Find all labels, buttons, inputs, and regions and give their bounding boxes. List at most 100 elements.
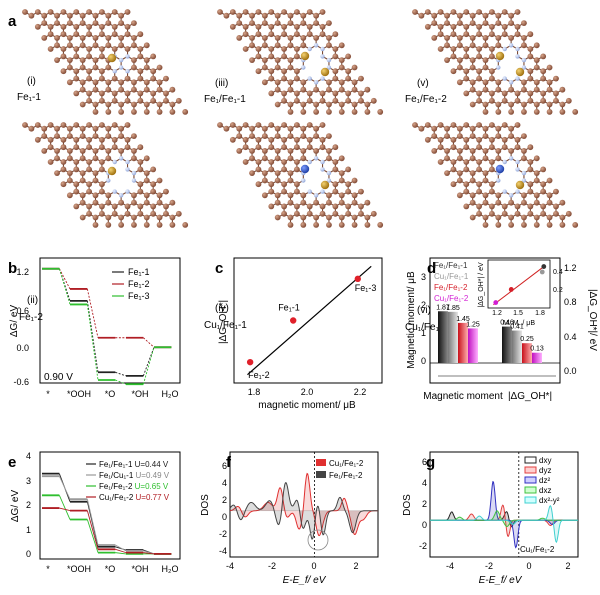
carbon-atom — [546, 109, 553, 115]
carbon-atom — [319, 9, 326, 15]
carbon-atom — [255, 122, 262, 128]
carbon-atom — [261, 12, 268, 19]
nitrogen-atom — [106, 178, 111, 183]
carbon-atom — [495, 222, 502, 228]
carbon-atom — [553, 90, 559, 97]
panel-b-xtick: *OOH — [67, 389, 91, 399]
carbon-atom — [105, 192, 112, 199]
carbon-atom — [482, 177, 489, 184]
carbon-atom — [73, 144, 80, 151]
carbon-atom — [249, 12, 255, 19]
carbon-atom — [111, 23, 118, 30]
iron-atom — [495, 51, 505, 61]
carbon-atom — [249, 35, 255, 41]
carbon-atom — [287, 192, 294, 199]
carbon-atom — [143, 57, 150, 63]
svg-text:Fe₁/Fe₁-2 U=0.65 V: Fe₁/Fe₁-2 U=0.65 V — [99, 482, 169, 491]
carbon-atom — [338, 214, 345, 221]
carbon-atom — [332, 188, 339, 195]
carbon-atom — [137, 181, 144, 188]
legend-u: U=0.44 V — [135, 460, 169, 469]
carbon-atom — [249, 57, 255, 63]
carbon-atom — [143, 86, 150, 93]
panel-b-chart: ΔG/ eV 1.2 0.6 0.0 -0.6 0.90 V Fe₁-1 Fe₁… — [9, 257, 181, 399]
carbon-atom — [66, 125, 73, 132]
carbon-atom — [294, 68, 300, 75]
carbon-atom — [527, 144, 534, 151]
carbon-atom — [54, 12, 60, 19]
nitrogen-atom — [313, 80, 319, 85]
carbon-atom — [223, 125, 230, 132]
nitrogen-atom — [118, 156, 124, 161]
panel-e-ylabel: ΔG/ eV — [10, 490, 21, 523]
carbon-atom — [163, 188, 169, 195]
carbon-atom — [540, 90, 547, 97]
carbon-atom — [79, 64, 86, 71]
nitrogen-atom — [508, 156, 514, 161]
energy-connector — [143, 337, 155, 348]
carbon-atom — [326, 101, 332, 108]
carbon-atom — [268, 203, 275, 210]
carbon-atom — [482, 57, 489, 63]
carbon-atom — [332, 159, 339, 165]
carbon-atom — [99, 23, 105, 30]
carbon-atom — [463, 68, 470, 75]
carbon-atom — [527, 159, 534, 165]
carbon-atom — [137, 188, 144, 195]
carbon-atom — [469, 148, 476, 154]
carbon-atom — [131, 20, 137, 26]
carbon-atom — [489, 46, 495, 52]
carbon-atom — [482, 199, 489, 206]
nitrogen-atom — [515, 189, 520, 194]
nitrogen-atom — [521, 178, 527, 183]
carbon-atom — [444, 42, 450, 49]
carbon-atom — [351, 109, 358, 115]
inset-ytick: 0.4 — [553, 269, 563, 276]
panel-f-ytick: 0 — [222, 512, 227, 522]
carbon-atom — [326, 199, 332, 206]
carbon-atom — [313, 125, 320, 132]
bar-label: 1.85 — [446, 305, 460, 312]
panel-e-xtick: *O — [105, 564, 116, 574]
iron-atom — [515, 67, 525, 77]
carbon-atom — [28, 125, 35, 132]
carbon-atom — [501, 210, 508, 217]
carbon-atom — [482, 101, 489, 108]
legend-entry: Fe₁/Fe₁-1 — [434, 261, 468, 270]
carbon-atom — [92, 20, 99, 26]
nitrogen-atom — [307, 46, 312, 52]
carbon-atom — [456, 133, 463, 140]
carbon-atom — [527, 210, 534, 217]
carbon-atom — [242, 144, 249, 151]
carbon-atom — [66, 35, 73, 41]
carbon-atom — [489, 68, 495, 75]
panel-b-ytick: 0.0 — [16, 343, 29, 353]
nitrogen-atom — [131, 170, 137, 176]
carbon-atom — [489, 122, 495, 128]
panel-e-legend: Fe₁/Fe₁-1 U=0.44 V Fe₁/Cu₁-1 U=0.49 V Fe… — [86, 460, 170, 502]
carbon-atom — [306, 9, 313, 15]
carbon-atom — [306, 97, 313, 104]
carbon-atom — [156, 214, 163, 221]
nitrogen-atom — [112, 189, 117, 194]
carbon-atom — [489, 90, 495, 97]
nitrogen-atom — [515, 76, 520, 81]
carbon-atom — [540, 68, 547, 75]
carbon-atom — [456, 57, 463, 63]
carbon-atom — [508, 101, 515, 108]
carbon-atom — [377, 222, 384, 228]
nitrogen-atom — [307, 189, 312, 194]
carbon-atom — [287, 170, 294, 177]
carbon-atom — [456, 155, 463, 162]
carbon-atom — [268, 75, 275, 82]
panel-c-xtick: 1.8 — [248, 387, 261, 397]
panel-c-xlabel: magnetic moment/ μB — [258, 400, 356, 411]
carbon-atom — [92, 57, 99, 63]
carbon-atom — [572, 222, 579, 228]
carbon-atom — [313, 12, 320, 19]
carbon-atom — [137, 203, 144, 210]
carbon-atom — [514, 23, 521, 30]
carbon-atom — [546, 214, 553, 221]
carbon-atom — [370, 210, 377, 217]
carbon-atom — [99, 136, 105, 143]
